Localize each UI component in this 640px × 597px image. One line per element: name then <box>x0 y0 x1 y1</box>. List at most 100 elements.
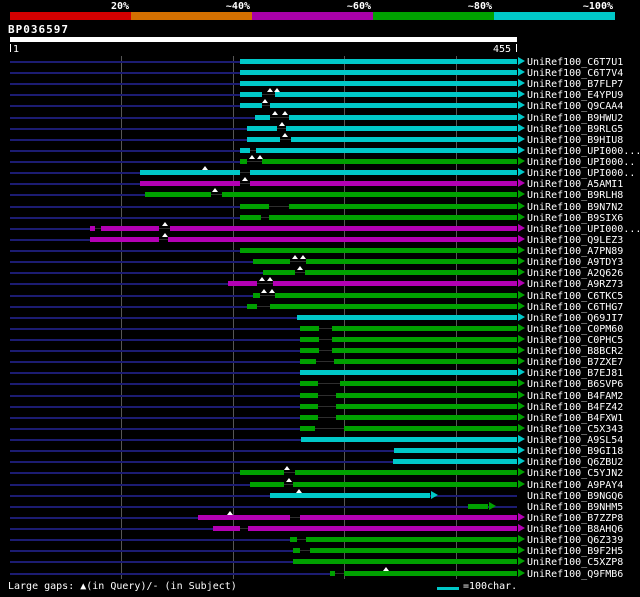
alignment-bar[interactable] <box>300 437 517 443</box>
alignment-bar[interactable] <box>239 81 517 87</box>
row-label[interactable]: UniRef100_A9TDY3 <box>527 257 624 269</box>
row-label[interactable]: UniRef100_Q69JI7 <box>527 312 624 324</box>
alignment-bar[interactable] <box>299 392 517 398</box>
alignment-bar[interactable] <box>467 503 489 509</box>
row-label[interactable]: UniRef100_UPI000... <box>527 223 640 235</box>
row-label[interactable]: UniRef100_B7EJ81 <box>527 368 624 380</box>
row-label[interactable]: UniRef100_B4FZ42 <box>527 401 624 413</box>
alignment-bar[interactable] <box>90 225 517 231</box>
alignment-bar[interactable] <box>239 70 517 76</box>
alignment-bar[interactable] <box>249 481 517 487</box>
row-label[interactable]: UniRef100_B4FAM2 <box>527 390 624 402</box>
alignment-bar[interactable] <box>262 270 517 276</box>
row-label[interactable]: UniRef100_B9NGQ6 <box>527 490 624 502</box>
alignment-bar[interactable] <box>299 348 517 354</box>
alignment-bar[interactable] <box>198 514 517 520</box>
alignment-bar[interactable] <box>293 548 517 554</box>
row-label[interactable]: UniRef100_C6T7U1 <box>527 57 624 68</box>
row-label[interactable]: UniRef100_C6THG7 <box>527 301 624 313</box>
row-label[interactable]: UniRef100_C5YJN2 <box>527 468 624 480</box>
row-label[interactable]: UniRef100_B9HWU2 <box>527 112 624 124</box>
alignment-bar[interactable] <box>269 492 431 498</box>
alignment-bar[interactable] <box>239 103 517 109</box>
row-label[interactable]: UniRef100_C6TKC5 <box>527 290 624 302</box>
alignment-bar[interactable] <box>299 325 517 331</box>
row-label[interactable]: UniRef100_B8BCR2 <box>527 346 624 358</box>
row-label[interactable]: UniRef100_Q9FMB6 <box>527 568 624 580</box>
row-label[interactable]: UniRef100_B9N7N2 <box>527 201 624 213</box>
alignment-bar[interactable] <box>299 359 517 365</box>
row-label[interactable]: UniRef100_UPI000... <box>527 145 640 157</box>
row-label[interactable]: UniRef100_C0PM60 <box>527 323 624 335</box>
row-label[interactable]: UniRef100_Q6Z339 <box>527 535 624 547</box>
row-label[interactable]: UniRef100_A9RZ73 <box>527 279 624 291</box>
alignment-bar[interactable] <box>299 414 517 420</box>
row-label[interactable]: UniRef100_A2Q626 <box>527 268 624 280</box>
alignment-bar[interactable] <box>394 448 517 454</box>
row-label[interactable]: UniRef100_UPI000.. <box>527 168 636 180</box>
row-label[interactable]: UniRef100_A9PAY4 <box>527 479 624 491</box>
alignment-bar[interactable] <box>247 303 517 309</box>
alignment-bar[interactable] <box>239 159 517 165</box>
row-label[interactable]: UniRef100_B9RLH8 <box>527 190 624 202</box>
row-label[interactable]: UniRef100_Q9CAA4 <box>527 101 624 113</box>
alignment-bar[interactable] <box>239 59 517 64</box>
alignment-bar[interactable] <box>212 526 517 532</box>
row-label[interactable]: UniRef100_B7ZZP8 <box>527 512 624 524</box>
row-label[interactable]: UniRef100_B6SVP6 <box>527 379 624 391</box>
alignment-bar[interactable] <box>144 192 517 198</box>
alignment-bar[interactable] <box>299 381 517 387</box>
row-label[interactable]: UniRef100_C0PHC5 <box>527 335 624 346</box>
alignment-bar[interactable] <box>228 281 517 287</box>
alignment-bar[interactable] <box>239 203 517 209</box>
alignment-bar[interactable] <box>140 181 517 187</box>
row-label[interactable]: UniRef100_A7PN89 <box>527 246 624 258</box>
row-label[interactable]: UniRef100_B9GI18 <box>527 446 624 458</box>
alignment-bar[interactable] <box>140 170 517 176</box>
alignment-bar[interactable] <box>239 248 517 254</box>
row-label[interactable]: UniRef100_Q9LEZ3 <box>527 234 624 246</box>
row-label[interactable]: UniRef100_B9F2H5 <box>527 546 624 558</box>
row-label[interactable]: UniRef100_B9HIU8 <box>527 134 624 146</box>
row-baseline <box>10 572 517 575</box>
alignment-arrow-icon <box>518 435 525 444</box>
row-label[interactable]: UniRef100_B4FXW1 <box>527 412 624 424</box>
alignment-bar[interactable] <box>247 136 517 142</box>
alignment-bar[interactable] <box>299 370 517 376</box>
alignment-bar[interactable] <box>299 337 517 342</box>
alignment-bar[interactable] <box>90 236 517 242</box>
alignment-bar[interactable] <box>299 425 517 431</box>
row-label[interactable]: UniRef100_B8AHQ6 <box>527 524 624 536</box>
row-label[interactable]: UniRef100_B9NHM5 <box>527 501 624 513</box>
alignment-bar[interactable] <box>239 92 517 98</box>
query-gap-triangle-icon <box>272 110 279 115</box>
query-gap-triangle-icon <box>292 255 299 260</box>
row-label[interactable]: UniRef100_B7FLP7 <box>527 79 624 91</box>
row-label[interactable]: UniRef100_C6T7V4 <box>527 68 624 80</box>
alignment-bar[interactable] <box>239 470 517 476</box>
alignment-bar[interactable] <box>297 314 517 320</box>
row-label[interactable]: UniRef100_A9SL54 <box>527 435 624 447</box>
alignment-bar[interactable] <box>255 114 517 120</box>
alignment-bar[interactable] <box>239 214 517 220</box>
row-label[interactable]: UniRef100_B9RLG5 <box>527 123 624 135</box>
alignment-bar[interactable] <box>252 259 517 265</box>
row-label[interactable]: UniRef100_B7ZXE7 <box>527 357 624 369</box>
row-label[interactable]: UniRef100_E4YPU9 <box>527 90 624 102</box>
query-gap-triangle-icon <box>161 221 168 226</box>
alignment-bar[interactable] <box>239 147 517 153</box>
alignment-bar[interactable] <box>289 537 517 543</box>
alignment-arrow-icon <box>518 234 525 243</box>
alignment-bar[interactable] <box>299 403 517 409</box>
alignment-bar[interactable] <box>293 559 517 565</box>
row-label[interactable]: UniRef100_A5AMI1 <box>527 179 624 191</box>
alignment-bar[interactable] <box>247 125 517 131</box>
alignment-bar[interactable] <box>393 459 517 465</box>
row-label[interactable]: UniRef100_Q6ZBU2 <box>527 457 624 469</box>
alignment-bar[interactable] <box>252 292 517 298</box>
alignment-bar[interactable] <box>329 570 517 576</box>
row-label[interactable]: UniRef100_UPI000.. <box>527 157 636 169</box>
row-label[interactable]: UniRef100_C5X343 <box>527 423 624 435</box>
row-label[interactable]: UniRef100_C5XZP8 <box>527 557 624 569</box>
row-label[interactable]: UniRef100_B9SIX6 <box>527 212 624 224</box>
